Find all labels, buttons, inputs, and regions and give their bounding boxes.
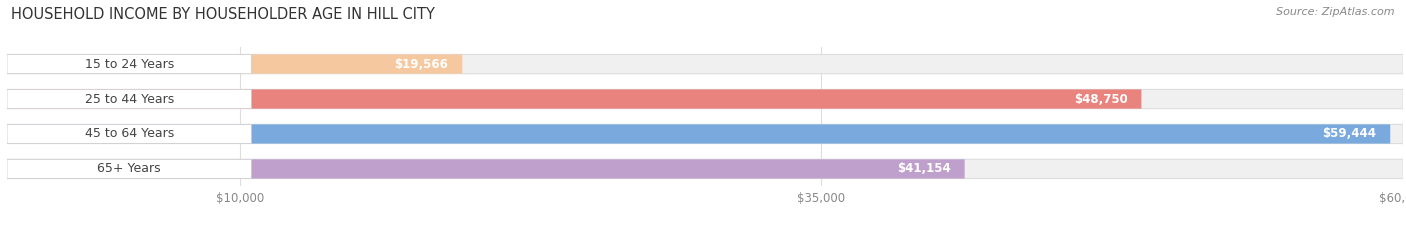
FancyBboxPatch shape xyxy=(7,124,1403,144)
Text: $48,750: $48,750 xyxy=(1074,93,1128,106)
FancyBboxPatch shape xyxy=(7,89,1403,109)
FancyBboxPatch shape xyxy=(7,159,252,178)
FancyBboxPatch shape xyxy=(7,159,1403,178)
Text: $19,566: $19,566 xyxy=(395,58,449,71)
Text: 15 to 24 Years: 15 to 24 Years xyxy=(84,58,174,71)
FancyBboxPatch shape xyxy=(7,124,252,144)
FancyBboxPatch shape xyxy=(7,55,252,74)
Text: 65+ Years: 65+ Years xyxy=(97,162,162,175)
FancyBboxPatch shape xyxy=(7,124,1391,144)
FancyBboxPatch shape xyxy=(7,55,463,74)
FancyBboxPatch shape xyxy=(7,89,252,109)
Text: Source: ZipAtlas.com: Source: ZipAtlas.com xyxy=(1277,7,1395,17)
Text: 45 to 64 Years: 45 to 64 Years xyxy=(84,127,174,140)
FancyBboxPatch shape xyxy=(7,159,965,178)
FancyBboxPatch shape xyxy=(7,89,1142,109)
FancyBboxPatch shape xyxy=(7,55,1403,74)
Text: $59,444: $59,444 xyxy=(1322,127,1376,140)
Text: HOUSEHOLD INCOME BY HOUSEHOLDER AGE IN HILL CITY: HOUSEHOLD INCOME BY HOUSEHOLDER AGE IN H… xyxy=(11,7,434,22)
Text: 25 to 44 Years: 25 to 44 Years xyxy=(84,93,174,106)
Text: $41,154: $41,154 xyxy=(897,162,950,175)
